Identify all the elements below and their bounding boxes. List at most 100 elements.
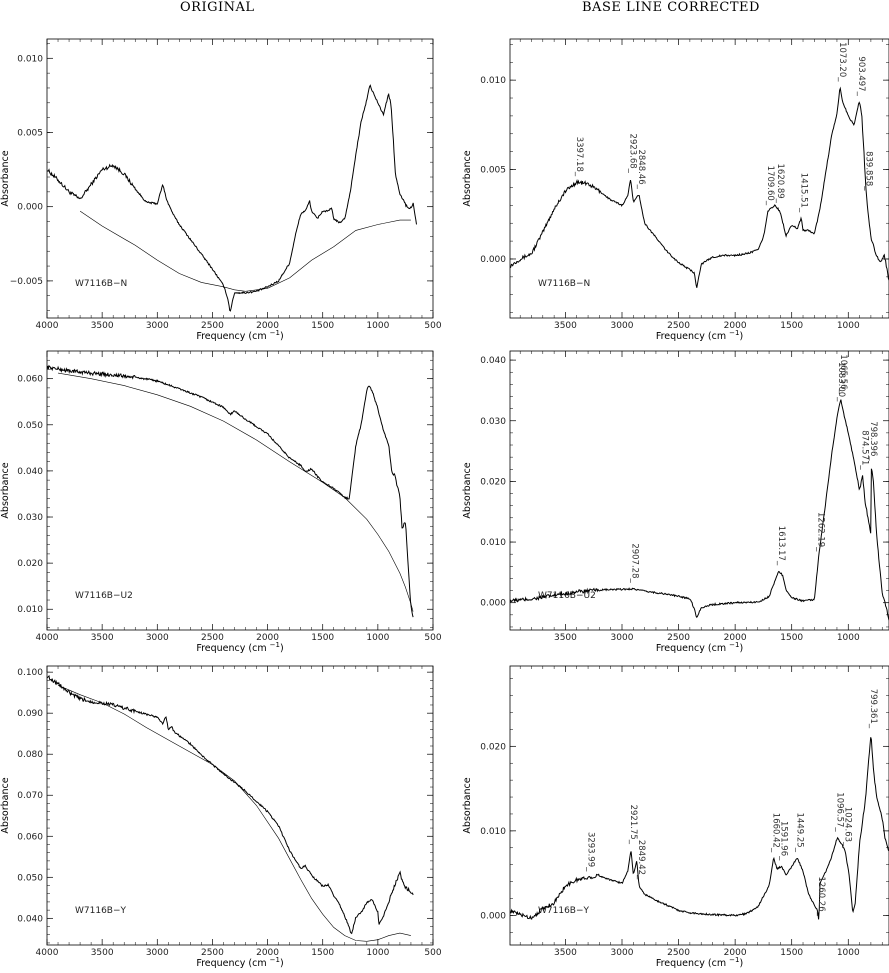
y-tick-label: 0.010 <box>17 54 43 64</box>
peak-label: 1262.19_ <box>816 512 826 552</box>
peak-label: 1024.63_ <box>842 807 852 847</box>
peak-label: 3397.18_ <box>574 137 584 177</box>
y-axis-label: Absorbance <box>0 150 11 206</box>
chart-corr-y: 3500 3000 2500 2000 1500 1000 0.000 0.010 0.020 F… <box>462 665 889 969</box>
plot-frame <box>509 665 889 946</box>
original-column-heading: ORIGINAL <box>180 0 255 15</box>
baseline-curve <box>57 372 414 612</box>
y-tick-label: 0.100 <box>17 668 43 678</box>
peak-label: 1613.17_ <box>776 526 786 566</box>
peak-label: 1065.56_ <box>838 354 848 394</box>
x-tick-label: 1500 <box>780 633 803 643</box>
x-tick-label: 3000 <box>146 321 169 331</box>
chart-corr-n: 3500 3000 2500 2000 1500 1000 0.000 0.005 0.010 F… <box>462 38 889 342</box>
x-tick-label: 2000 <box>724 633 747 643</box>
x-tick-label: 4000 <box>36 633 59 643</box>
x-tick-label: 3500 <box>554 633 577 643</box>
x-tick-label: 4000 <box>36 948 59 958</box>
spectrum-line <box>510 399 889 621</box>
y-tick-label: 0.050 <box>17 421 43 431</box>
x-tick-label: 3000 <box>611 321 634 331</box>
y-axis-label: Absorbance <box>0 777 11 833</box>
x-tick-label: 1500 <box>311 633 334 643</box>
y-axis-label: Absorbance <box>0 462 11 518</box>
x-tick-label: 2500 <box>667 948 690 958</box>
x-tick-label: 1500 <box>780 948 803 958</box>
spectrum-line <box>510 737 889 920</box>
x-tick-label: 3500 <box>554 321 577 331</box>
y-tick-label: 0.030 <box>17 513 43 523</box>
y-tick-label: 0.000 <box>480 911 506 921</box>
sample-label: W7116B−N <box>538 279 590 289</box>
sample-label: W7116B−Y <box>538 906 590 916</box>
x-tick-label: 500 <box>424 948 441 958</box>
y-tick-label: −0.005 <box>10 277 43 287</box>
chart-orig-u2: 4000 3500 3000 2500 2000 1500 1000 500 0.010 0.02… <box>0 350 442 654</box>
x-tick-label: 2500 <box>201 633 224 643</box>
corrected-column-heading: BASE LINE CORRECTED <box>582 0 760 15</box>
y-tick-label: 0.040 <box>480 356 506 366</box>
peak-label: 1449.25_ <box>794 813 804 853</box>
x-axis-label: Frequency (cm −1) <box>196 329 283 342</box>
sample-label: W7116B−U2 <box>538 591 596 601</box>
x-tick-label: 4000 <box>36 321 59 331</box>
y-tick-label: 0.000 <box>17 203 43 213</box>
x-tick-label: 3500 <box>91 633 114 643</box>
y-tick-label: 0.040 <box>17 467 43 477</box>
x-tick-label: 1000 <box>366 633 389 643</box>
peak-label: 2921.75_ <box>628 805 638 845</box>
x-axis-label: Frequency (cm −1) <box>656 329 743 342</box>
peak-label: 799.361_ <box>868 689 878 729</box>
plot-frame <box>509 38 889 319</box>
spectrum-line <box>47 364 414 618</box>
y-axis-label: Absorbance <box>462 777 473 833</box>
x-axis-label: Frequency (cm −1) <box>196 956 283 969</box>
x-tick-label: 1000 <box>366 321 389 331</box>
y-tick-label: 0.090 <box>17 709 43 719</box>
y-tick-label: 0.020 <box>480 742 506 752</box>
sample-label: W7116B−U2 <box>75 591 133 601</box>
y-tick-label: 0.020 <box>17 559 43 569</box>
x-tick-label: 1000 <box>366 948 389 958</box>
peak-label: 1096.57_ <box>834 792 844 832</box>
baseline-curve <box>79 210 411 292</box>
peak-label: 874.571_ <box>859 430 869 470</box>
x-tick-label: 2500 <box>201 321 224 331</box>
y-tick-label: 0.030 <box>480 417 506 427</box>
plot-frame <box>46 38 434 319</box>
y-tick-label: 0.060 <box>17 375 43 385</box>
y-tick-label: 0.005 <box>17 128 43 138</box>
x-tick-label: 2500 <box>667 633 690 643</box>
x-tick-label: 2000 <box>256 633 279 643</box>
plot-frame <box>46 350 434 631</box>
x-tick-label: 3000 <box>611 633 634 643</box>
x-tick-label: 2000 <box>724 321 747 331</box>
x-tick-label: 1500 <box>780 321 803 331</box>
x-tick-label: 3500 <box>554 948 577 958</box>
plot-frame <box>509 350 889 631</box>
baseline-curve <box>57 685 411 942</box>
y-tick-label: 0.000 <box>480 599 506 609</box>
y-tick-label: 0.010 <box>480 538 506 548</box>
y-tick-label: 0.080 <box>17 750 43 760</box>
x-axis-label: Frequency (cm −1) <box>656 641 743 654</box>
spectrum-line <box>510 86 889 288</box>
x-tick-label: 3000 <box>611 948 634 958</box>
x-tick-label: 3000 <box>146 948 169 958</box>
x-tick-label: 1000 <box>837 633 860 643</box>
x-tick-label: 1000 <box>837 321 860 331</box>
y-tick-label: 0.000 <box>480 255 506 265</box>
peak-label: 903.497_ <box>856 56 866 96</box>
peak-label: 1260.26_ <box>816 876 826 916</box>
peak-label: 3293.99_ <box>586 832 596 872</box>
y-tick-label: 0.010 <box>17 605 43 615</box>
x-tick-label: 2000 <box>256 321 279 331</box>
x-tick-label: 2000 <box>724 948 747 958</box>
sample-label: W7116B−N <box>75 279 127 289</box>
y-tick-label: 0.060 <box>17 832 43 842</box>
plot-frame <box>46 665 434 946</box>
peak-label: 1083.00_ <box>836 362 846 402</box>
peak-label: 1709.60_ <box>765 166 775 206</box>
peak-label: 1591.96_ <box>778 821 788 861</box>
